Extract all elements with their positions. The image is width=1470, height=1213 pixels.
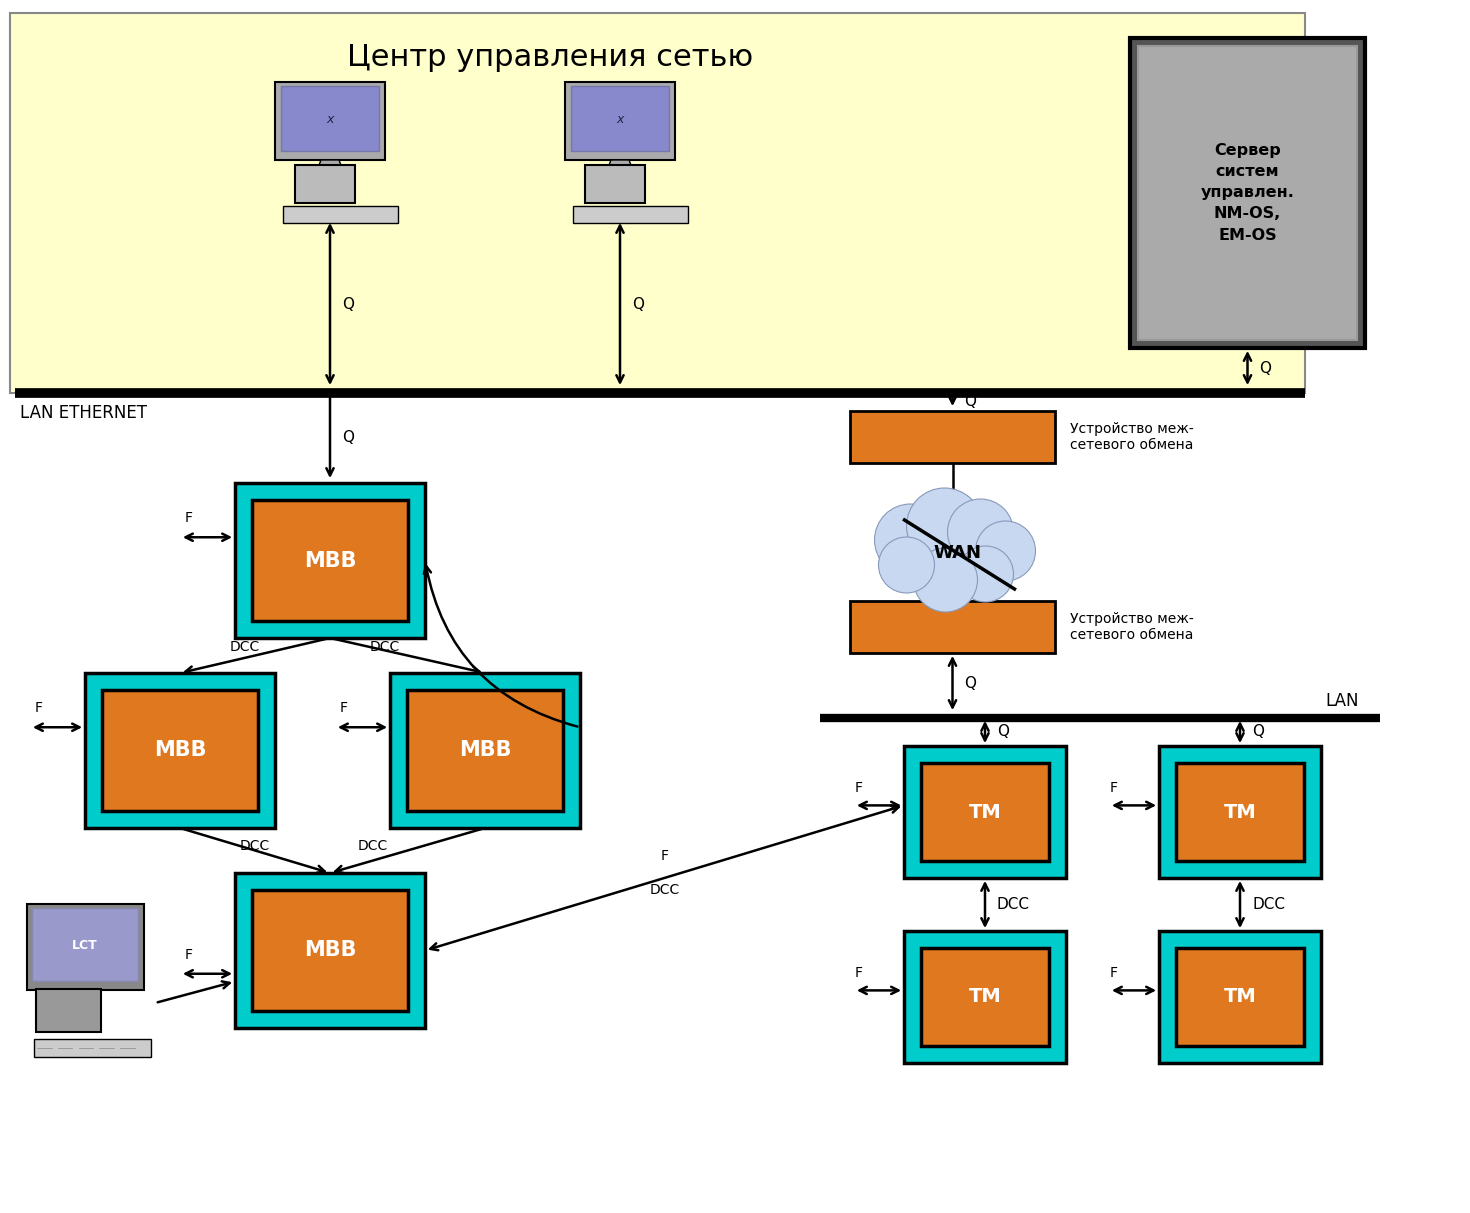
Circle shape: [875, 503, 947, 576]
Text: Q: Q: [1260, 360, 1272, 376]
FancyBboxPatch shape: [295, 165, 354, 203]
Text: TM: TM: [1223, 987, 1257, 1007]
FancyBboxPatch shape: [1158, 932, 1322, 1063]
FancyBboxPatch shape: [235, 873, 425, 1027]
FancyBboxPatch shape: [251, 890, 409, 1010]
Text: F: F: [660, 849, 669, 862]
FancyBboxPatch shape: [1158, 746, 1322, 878]
FancyBboxPatch shape: [101, 690, 259, 811]
FancyBboxPatch shape: [407, 690, 563, 811]
Text: Q: Q: [343, 429, 354, 444]
Text: Q: Q: [964, 676, 976, 690]
Text: TM: TM: [969, 803, 1001, 821]
FancyBboxPatch shape: [904, 746, 1066, 878]
Text: DCC: DCC: [650, 883, 679, 896]
Text: TM: TM: [1223, 803, 1257, 821]
Polygon shape: [606, 160, 634, 173]
Circle shape: [957, 546, 1013, 602]
Text: LAN: LAN: [1324, 691, 1358, 710]
FancyBboxPatch shape: [1138, 46, 1357, 340]
FancyBboxPatch shape: [10, 13, 1305, 393]
Text: F: F: [856, 967, 863, 980]
Text: Устройство меж-
сетевого обмена: Устройство меж- сетевого обмена: [1070, 422, 1194, 452]
Text: F: F: [856, 781, 863, 796]
Text: DCC: DCC: [240, 839, 270, 854]
FancyBboxPatch shape: [850, 411, 1055, 463]
FancyBboxPatch shape: [85, 673, 275, 828]
FancyBboxPatch shape: [282, 206, 397, 223]
FancyBboxPatch shape: [32, 907, 138, 980]
Text: DCC: DCC: [359, 839, 388, 854]
Circle shape: [948, 499, 1013, 565]
Circle shape: [907, 488, 982, 564]
FancyBboxPatch shape: [922, 949, 1050, 1046]
Text: MBB: MBB: [304, 551, 356, 570]
Text: Q: Q: [632, 296, 644, 312]
Text: Q: Q: [997, 724, 1008, 740]
Text: Q: Q: [964, 393, 976, 409]
FancyBboxPatch shape: [1176, 763, 1304, 861]
Text: LCT: LCT: [72, 939, 98, 951]
FancyBboxPatch shape: [251, 500, 409, 621]
Polygon shape: [72, 990, 98, 1001]
FancyBboxPatch shape: [1130, 38, 1366, 348]
FancyBboxPatch shape: [275, 82, 385, 160]
Text: DCC: DCC: [997, 896, 1030, 912]
FancyBboxPatch shape: [922, 763, 1050, 861]
Text: WAN: WAN: [933, 543, 982, 562]
Text: TM: TM: [969, 987, 1001, 1007]
FancyBboxPatch shape: [850, 600, 1055, 653]
Text: F: F: [1110, 781, 1119, 796]
Text: MBB: MBB: [304, 940, 356, 961]
FancyBboxPatch shape: [570, 86, 669, 150]
FancyBboxPatch shape: [1176, 949, 1304, 1046]
Circle shape: [879, 537, 935, 593]
Text: DCC: DCC: [1252, 896, 1285, 912]
Text: Центр управления сетью: Центр управления сетью: [347, 44, 753, 73]
Text: F: F: [35, 701, 43, 716]
FancyBboxPatch shape: [235, 483, 425, 638]
Text: Устройство меж-
сетевого обмена: Устройство меж- сетевого обмена: [1070, 611, 1194, 642]
Text: x: x: [616, 113, 623, 126]
Text: MBB: MBB: [459, 740, 512, 761]
FancyBboxPatch shape: [585, 165, 645, 203]
Text: Q: Q: [343, 296, 354, 312]
Text: F: F: [185, 947, 193, 962]
FancyBboxPatch shape: [572, 206, 688, 223]
FancyBboxPatch shape: [564, 82, 675, 160]
Text: F: F: [340, 701, 348, 716]
Circle shape: [976, 522, 1035, 581]
Text: DCC: DCC: [370, 639, 400, 654]
FancyBboxPatch shape: [26, 904, 144, 990]
Text: MBB: MBB: [154, 740, 206, 761]
FancyBboxPatch shape: [37, 989, 101, 1032]
FancyBboxPatch shape: [904, 932, 1066, 1063]
Text: Сервер
систем
управлен.
NM-OS,
EM-OS: Сервер систем управлен. NM-OS, EM-OS: [1201, 143, 1295, 243]
FancyBboxPatch shape: [281, 86, 379, 150]
FancyBboxPatch shape: [390, 673, 581, 828]
Circle shape: [913, 548, 978, 613]
Text: LAN ETHERNET: LAN ETHERNET: [21, 404, 147, 422]
Text: F: F: [185, 511, 193, 525]
Text: Q: Q: [1252, 724, 1264, 740]
Text: F: F: [1110, 967, 1119, 980]
Text: DCC: DCC: [229, 639, 260, 654]
FancyBboxPatch shape: [34, 1040, 151, 1057]
Text: x: x: [326, 113, 334, 126]
Polygon shape: [316, 160, 344, 173]
